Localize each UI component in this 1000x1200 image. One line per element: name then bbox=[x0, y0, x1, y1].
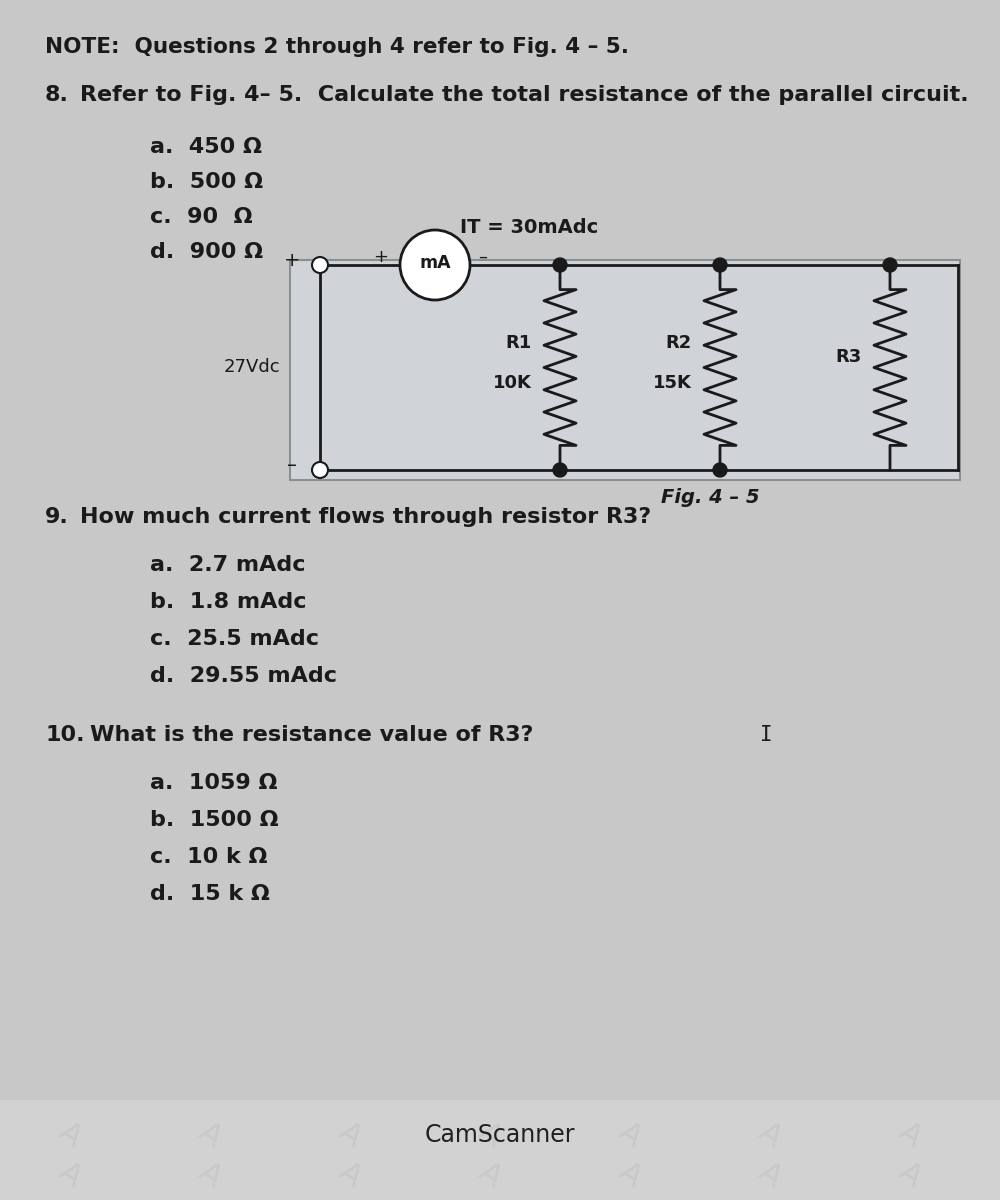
Text: b.  500 Ω: b. 500 Ω bbox=[150, 172, 263, 192]
Text: A: A bbox=[753, 1157, 787, 1193]
Text: 15K: 15K bbox=[653, 373, 692, 391]
Text: –: – bbox=[478, 248, 487, 266]
Text: A: A bbox=[893, 1117, 927, 1153]
Text: NOTE:  Questions 2 through 4 refer to Fig. 4 – 5.: NOTE: Questions 2 through 4 refer to Fig… bbox=[45, 37, 629, 56]
Text: b.  1500 Ω: b. 1500 Ω bbox=[150, 810, 279, 830]
Text: +: + bbox=[373, 248, 388, 266]
FancyBboxPatch shape bbox=[0, 0, 1000, 1100]
Circle shape bbox=[312, 462, 328, 478]
Text: What is the resistance value of R3?: What is the resistance value of R3? bbox=[90, 725, 534, 745]
Text: CamScanner: CamScanner bbox=[425, 1123, 575, 1147]
Text: Refer to Fig. 4– 5.  Calculate the total resistance of the parallel circuit.: Refer to Fig. 4– 5. Calculate the total … bbox=[80, 85, 969, 104]
Text: d.  29.55 mAdc: d. 29.55 mAdc bbox=[150, 666, 337, 686]
Text: A: A bbox=[893, 1157, 927, 1193]
Text: c.  25.5 mAdc: c. 25.5 mAdc bbox=[150, 629, 319, 649]
Text: a.  1059 Ω: a. 1059 Ω bbox=[150, 773, 278, 793]
FancyBboxPatch shape bbox=[290, 260, 960, 480]
FancyBboxPatch shape bbox=[0, 1100, 1000, 1200]
Circle shape bbox=[713, 463, 727, 476]
Text: A: A bbox=[53, 1117, 87, 1153]
Text: b.  1.8 mAdc: b. 1.8 mAdc bbox=[150, 592, 306, 612]
Text: c.  10 k Ω: c. 10 k Ω bbox=[150, 847, 268, 866]
Text: A: A bbox=[53, 1157, 87, 1193]
Text: 8.: 8. bbox=[45, 85, 69, 104]
Text: 27Vdc: 27Vdc bbox=[223, 359, 280, 377]
Text: A: A bbox=[333, 1117, 367, 1153]
Text: d.  900 Ω: d. 900 Ω bbox=[150, 242, 263, 262]
Text: mA: mA bbox=[419, 254, 451, 272]
Text: a.  2.7 mAdc: a. 2.7 mAdc bbox=[150, 554, 306, 575]
Text: I: I bbox=[760, 725, 773, 745]
Text: A: A bbox=[193, 1157, 227, 1193]
Text: A: A bbox=[193, 1117, 227, 1153]
Text: +: + bbox=[284, 252, 300, 270]
Circle shape bbox=[713, 258, 727, 272]
Text: IT = 30mAdc: IT = 30mAdc bbox=[460, 218, 598, 236]
Text: d.  15 k Ω: d. 15 k Ω bbox=[150, 884, 270, 904]
Text: –: – bbox=[287, 456, 297, 475]
Text: R3: R3 bbox=[836, 348, 862, 366]
Text: A: A bbox=[613, 1157, 647, 1193]
Text: 10K: 10K bbox=[493, 373, 532, 391]
Text: A: A bbox=[473, 1157, 507, 1193]
Text: A: A bbox=[753, 1117, 787, 1153]
Text: R1: R1 bbox=[506, 334, 532, 352]
Text: A: A bbox=[333, 1157, 367, 1193]
Circle shape bbox=[553, 463, 567, 476]
Text: 10.: 10. bbox=[45, 725, 84, 745]
Circle shape bbox=[400, 230, 470, 300]
Circle shape bbox=[312, 257, 328, 272]
Text: 9.: 9. bbox=[45, 506, 69, 527]
Circle shape bbox=[553, 258, 567, 272]
Circle shape bbox=[883, 258, 897, 272]
Text: a.  450 Ω: a. 450 Ω bbox=[150, 137, 262, 157]
Text: R2: R2 bbox=[666, 334, 692, 352]
Text: A: A bbox=[613, 1117, 647, 1153]
Text: A: A bbox=[473, 1117, 507, 1153]
Text: c.  90  Ω: c. 90 Ω bbox=[150, 206, 253, 227]
Text: How much current flows through resistor R3?: How much current flows through resistor … bbox=[80, 506, 651, 527]
Text: Fig. 4 – 5: Fig. 4 – 5 bbox=[661, 488, 759, 506]
